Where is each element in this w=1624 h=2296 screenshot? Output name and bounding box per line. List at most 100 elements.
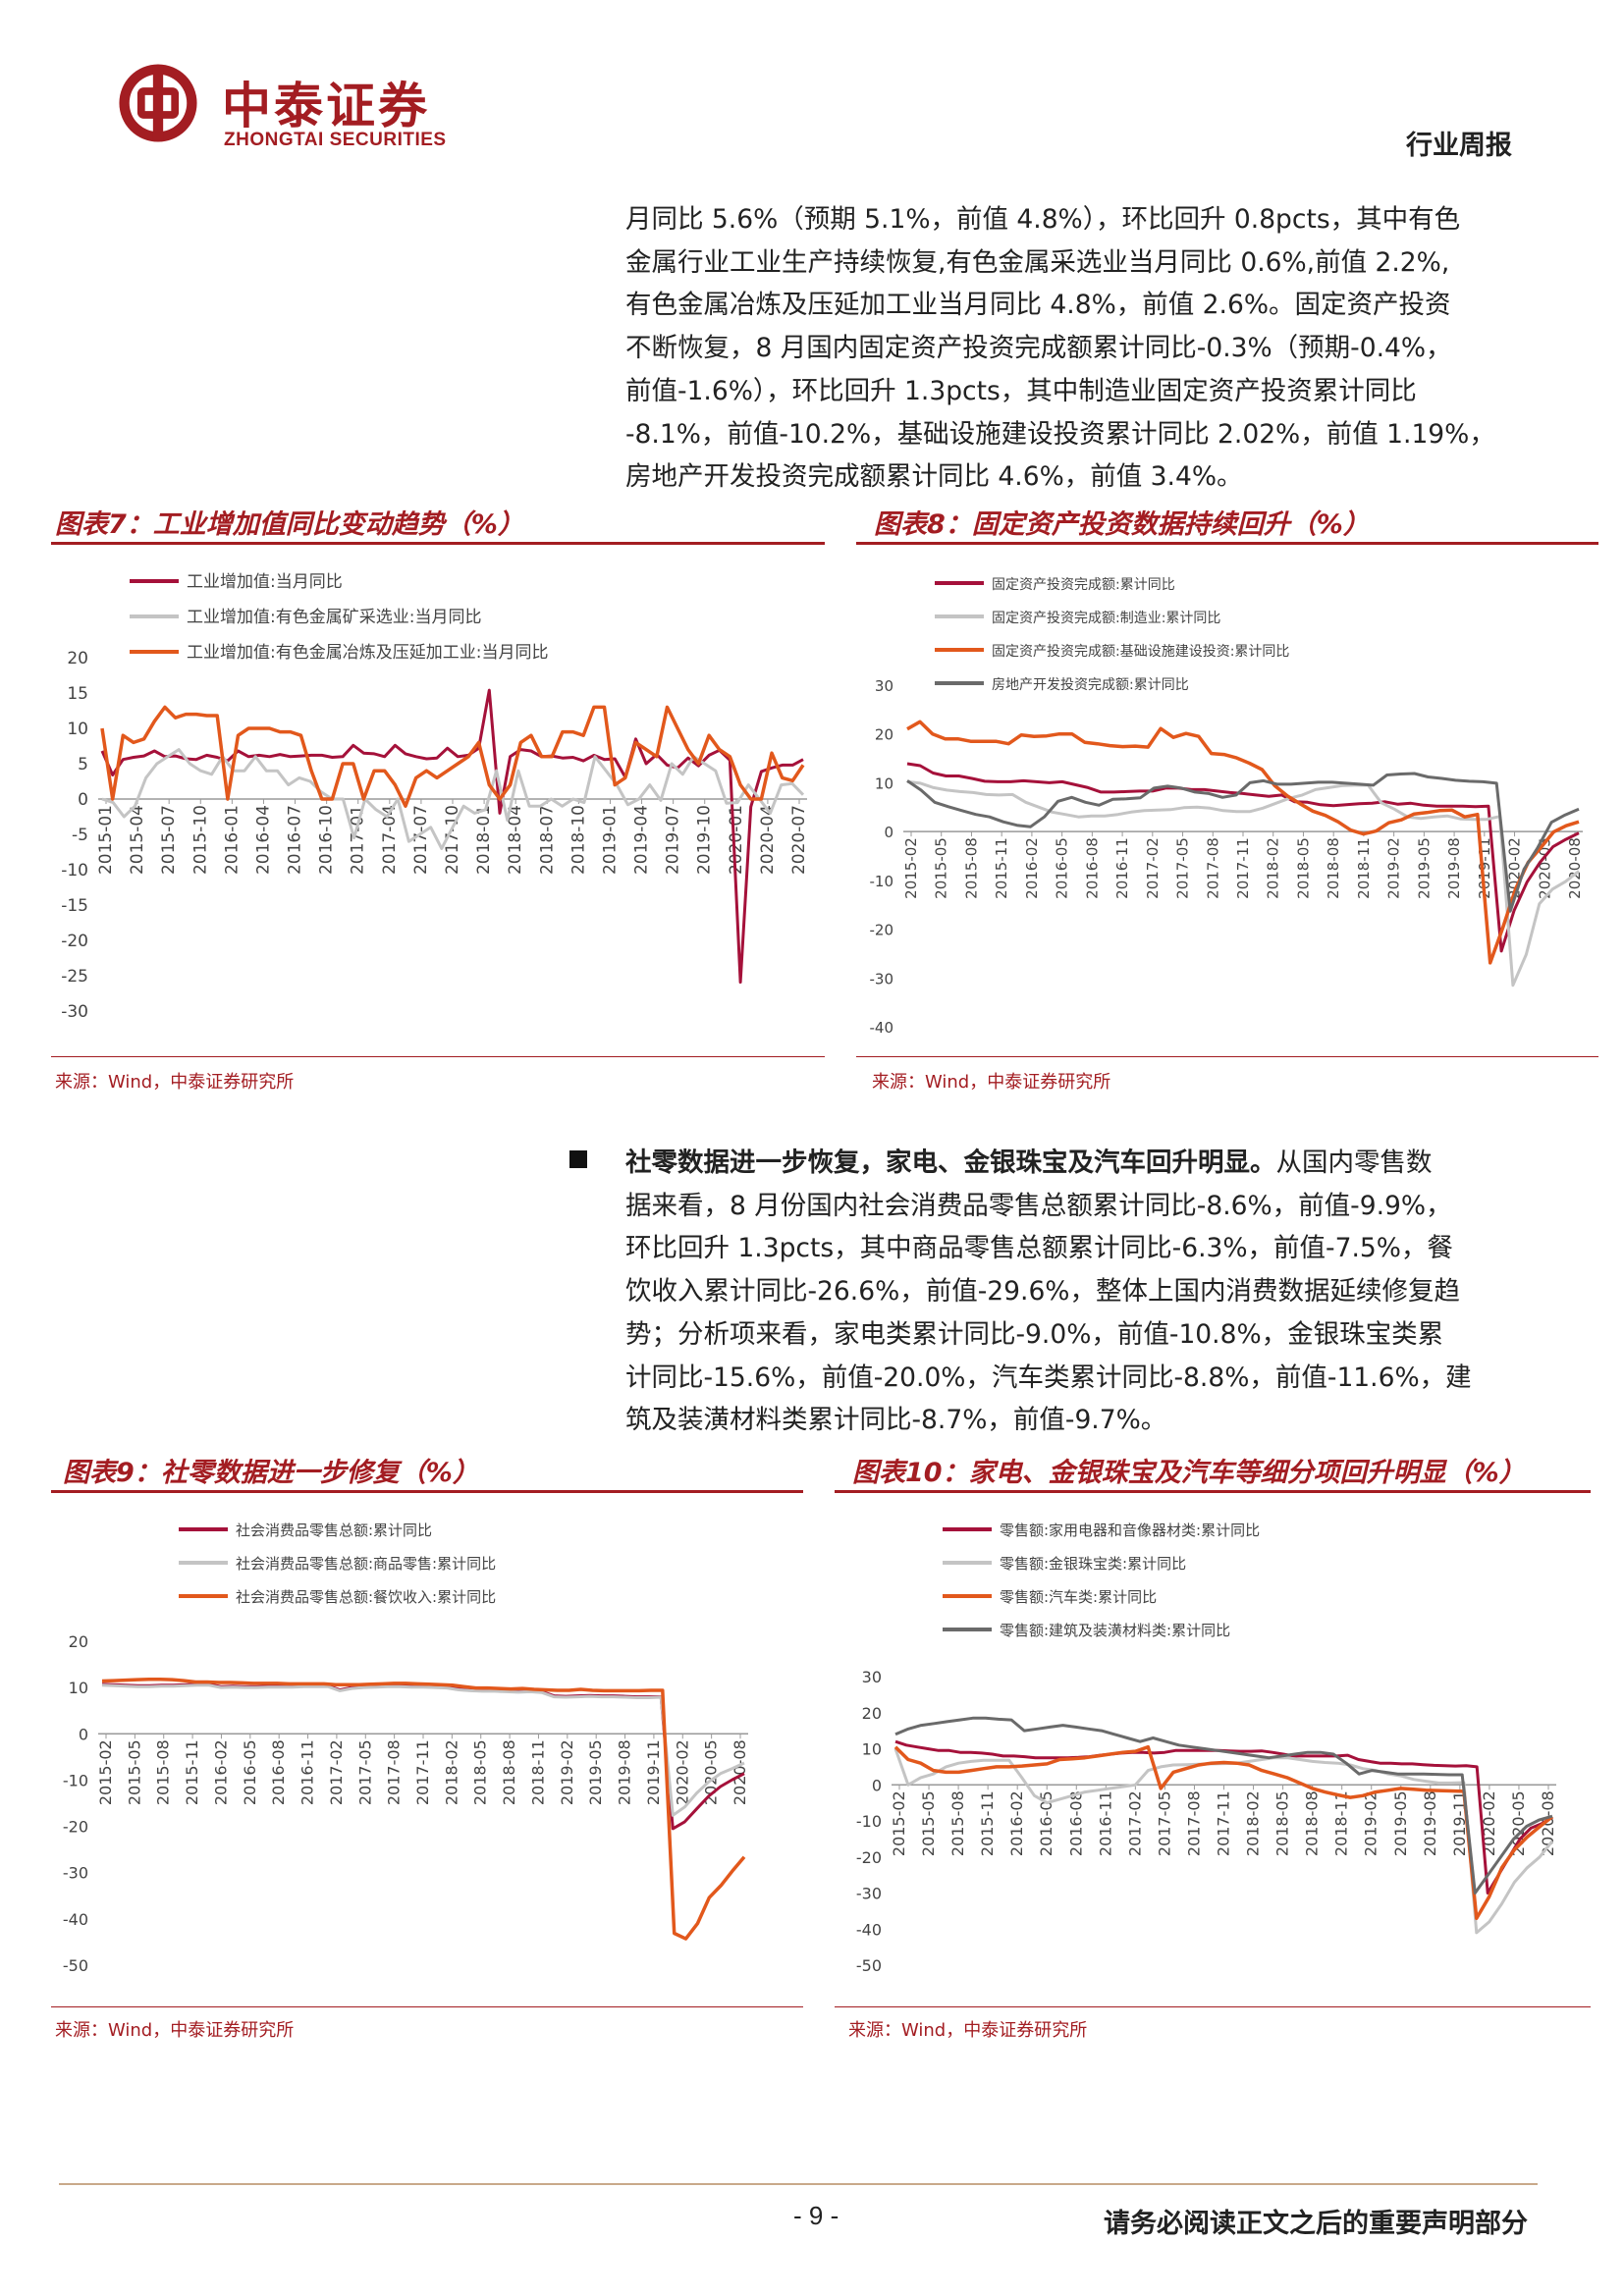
y-tick-label: -25 (61, 967, 88, 987)
logo-chinese-name: 中泰证券 (222, 78, 430, 134)
y-tick-label: -50 (856, 1956, 882, 1975)
x-tick-label: 2015-02 (96, 1739, 115, 1805)
x-tick-label: 2015-10 (190, 805, 210, 875)
figure-8-chart: 固定资产投资完成额:累计同比固定资产投资完成额:制造业:累计同比固定资产投资完成… (870, 577, 1585, 1037)
figure-9-top-rule (51, 1490, 803, 1493)
legend-label: 社会消费品零售总额:累计同比 (236, 1522, 432, 1539)
x-tick-label: 2018-11 (1332, 1790, 1351, 1856)
x-tick-label: 2018-05 (1273, 1790, 1292, 1856)
legend-label: 工业增加值:有色金属矿采选业:当月同比 (187, 608, 481, 627)
y-tick-label: -40 (856, 1920, 882, 1939)
x-tick-label: 2018-08 (1303, 1790, 1322, 1856)
x-tick-label: 2018-08 (500, 1739, 518, 1805)
legend-label: 零售额:家用电器和音像器材类:累计同比 (1000, 1522, 1260, 1539)
y-tick-label: 20 (67, 649, 88, 668)
x-tick-label: 2017-02 (327, 1739, 346, 1805)
text-line: 从国内零售数 (1275, 1148, 1433, 1178)
figure-8-top-rule (856, 542, 1598, 545)
y-tick-label: -50 (63, 1956, 88, 1975)
y-tick-label: 0 (872, 1776, 882, 1794)
x-tick-label: 2017-02 (1144, 837, 1162, 899)
x-tick-label: 2017-08 (1184, 1790, 1203, 1856)
y-tick-label: 10 (875, 774, 893, 792)
y-tick-label: 20 (69, 1632, 88, 1651)
x-tick-label: 2015-02 (890, 1790, 908, 1856)
figure-7-bottom-rule (51, 1056, 825, 1057)
legend-label: 零售额:金银珠宝类:累计同比 (1000, 1555, 1186, 1573)
series-line (101, 748, 805, 850)
report-type: 行业周报 (1406, 131, 1512, 161)
y-tick-label: -30 (61, 1002, 88, 1022)
y-tick-label: 5 (78, 755, 88, 774)
legend-label: 零售额:汽车类:累计同比 (1000, 1588, 1157, 1606)
x-tick-label: 2019-01 (600, 805, 620, 875)
text-line: 环比回升 1.3pcts，其中商品零售总额累计同比-6.3%，前值-7.5%，餐 (625, 1233, 1453, 1264)
series-line (906, 779, 1580, 988)
x-tick-label: 2018-01 (474, 805, 494, 875)
x-tick-label: 2015-08 (962, 837, 980, 899)
x-tick-label: 2015-01 (96, 805, 116, 875)
y-tick-label: 0 (884, 824, 893, 841)
text-line: 计同比-15.6%，前值-20.0%，汽车类累计同比-8.8%，前值-11.6%… (625, 1362, 1472, 1393)
legend-label: 固定资产投资完成额:累计同比 (992, 577, 1175, 593)
x-tick-label: 2019-11 (644, 1739, 663, 1805)
x-tick-label: 2015-07 (159, 805, 179, 875)
x-tick-label: 2017-11 (413, 1739, 432, 1805)
figure-10-chart: 零售额:家用电器和音像器材类:累计同比零售额:金银珠宝类:累计同比零售额:汽车类… (856, 1522, 1557, 1975)
intro-paragraph: 月同比 5.6%（预期 5.1%，前值 4.8%），环比回升 0.8pcts，其… (625, 198, 1529, 499)
y-tick-label: -40 (63, 1910, 88, 1929)
y-tick-label: -15 (61, 896, 88, 916)
figure-7-source: 来源：Wind，中泰证券研究所 (55, 1072, 295, 1093)
x-tick-label: 2019-07 (664, 805, 683, 875)
legend-label: 零售额:建筑及装潢材料类:累计同比 (1000, 1622, 1230, 1639)
text-line: 房地产开发投资完成额累计同比 4.6%，前值 3.4%。 (625, 461, 1243, 493)
x-tick-label: 2018-04 (506, 805, 525, 875)
legend-label: 固定资产投资完成额:基础设施建设投资:累计同比 (992, 643, 1289, 660)
x-tick-label: 2015-08 (154, 1739, 173, 1805)
legend-label: 社会消费品零售总额:商品零售:累计同比 (236, 1555, 496, 1573)
zhongtai-logo-icon (119, 64, 197, 142)
text-line: 饮收入累计同比-26.6%，前值-29.6%，整体上国内消费数据延续修复趋 (625, 1276, 1460, 1308)
figure-10-title: 图表10：家电、金银珠宝及汽车等细分项回升明显（%） (852, 1458, 1526, 1488)
figure-9-title: 图表9：社零数据进一步修复（%） (63, 1458, 479, 1488)
x-tick-label: 2017-01 (349, 805, 368, 875)
series-line (894, 1716, 1553, 1895)
y-tick-label: -5 (72, 826, 88, 845)
legend-label: 固定资产投资完成额:制造业:累计同比 (992, 611, 1220, 626)
x-tick-label: 2020-02 (673, 1739, 691, 1805)
figure-9-chart: 社会消费品零售总额:累计同比社会消费品零售总额:商品零售:累计同比社会消费品零售… (63, 1522, 749, 1975)
x-tick-label: 2016-05 (1037, 1790, 1056, 1856)
x-tick-label: 2016-11 (1113, 837, 1131, 899)
x-tick-label: 2016-05 (1054, 837, 1071, 899)
legend-label: 房地产开发投资完成额:累计同比 (992, 677, 1189, 693)
page-number: - 9 - (793, 2201, 839, 2230)
figure-9-bottom-rule (51, 2006, 803, 2007)
x-tick-label: 2015-11 (978, 1790, 997, 1856)
x-tick-label: 2017-07 (411, 805, 431, 875)
x-tick-label: 2017-08 (1204, 837, 1221, 899)
figure-7-chart: 工业增加值:当月同比工业增加值:有色金属矿采选业:当月同比工业增加值:有色金属冶… (61, 572, 809, 1022)
x-tick-label: 2016-02 (1023, 837, 1041, 899)
figure-7-top-rule (51, 542, 825, 545)
x-tick-label: 2016-10 (317, 805, 337, 875)
x-tick-label: 2020-08 (1566, 837, 1584, 899)
x-tick-label: 2017-05 (1174, 837, 1192, 899)
y-tick-label: 10 (862, 1740, 882, 1759)
x-tick-label: 2017-05 (355, 1739, 374, 1805)
section-2-lead: 社零数据进一步恢复，家电、金银珠宝及汽车回升明显。 (625, 1148, 1276, 1178)
series-line (101, 1683, 745, 1817)
footer-divider (59, 2183, 1538, 2185)
y-tick-label: 0 (78, 790, 88, 810)
logo-english-name: ZHONGTAI SECURITIES (224, 130, 447, 150)
x-tick-label: 2015-11 (993, 837, 1010, 899)
x-tick-label: 2018-10 (568, 805, 588, 875)
x-tick-label: 2015-04 (128, 805, 147, 875)
figure-9-source: 来源：Wind，中泰证券研究所 (55, 2020, 295, 2041)
x-tick-label: 2018-05 (1294, 837, 1312, 899)
x-tick-label: 2019-04 (632, 805, 652, 875)
series-line (906, 772, 1580, 913)
figure-7-title: 图表7：工业增加值同比变动趋势（%） (55, 509, 524, 540)
x-tick-label: 2019-08 (1421, 1790, 1439, 1856)
bullet-icon (569, 1150, 587, 1168)
footer-disclaimer: 请务必阅读正文之后的重要声明部分 (1104, 2209, 1528, 2239)
